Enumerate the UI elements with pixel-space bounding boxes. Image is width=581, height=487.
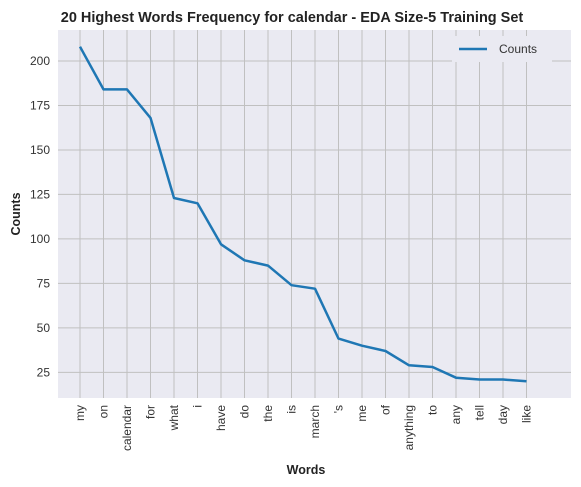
- series-line-counts: [78, 46, 527, 383]
- y-tick-label: 75: [37, 276, 51, 290]
- x-tick-label: the: [261, 405, 275, 422]
- y-tick-label: 25: [37, 365, 51, 379]
- x-tick-label: do: [238, 405, 252, 419]
- y-axis-ticks: 25 50 75 100 125 150 175 200: [30, 54, 50, 379]
- y-tick-label: 50: [37, 321, 51, 335]
- x-tick-label: is: [285, 405, 299, 414]
- x-tick-label: to: [426, 405, 440, 415]
- x-axis-ticks: my on calendar for what i have do the is march 's me…: [73, 404, 534, 451]
- x-tick-label: for: [144, 405, 158, 419]
- x-tick-label: i: [191, 405, 205, 408]
- y-tick-label: 150: [30, 143, 50, 157]
- x-tick-label: me: [355, 405, 369, 422]
- x-tick-label: have: [214, 405, 228, 431]
- x-tick-label: of: [379, 404, 393, 415]
- x-tick-label: 's: [332, 405, 346, 413]
- x-tick-label: day: [496, 405, 510, 424]
- x-tick-label: march: [308, 405, 322, 438]
- y-tick-label: 200: [30, 54, 50, 68]
- x-tick-label: any: [449, 405, 463, 424]
- y-tick-label: 125: [30, 187, 50, 201]
- x-axis-label: Words: [287, 463, 326, 477]
- x-tick-label: anything: [402, 405, 416, 450]
- x-tick-label: tell: [473, 405, 487, 420]
- chart-title: 20 Highest Words Frequency for calendar …: [61, 10, 524, 26]
- x-tick-label: calendar: [120, 405, 134, 451]
- x-tick-label: like: [520, 405, 534, 423]
- y-axis-label: Counts: [9, 192, 23, 235]
- y-tick-label: 175: [30, 98, 50, 112]
- x-tick-label: what: [167, 404, 181, 431]
- x-tick-label: my: [73, 405, 87, 421]
- series-lines: [78, 46, 527, 383]
- legend: Counts: [452, 36, 552, 62]
- y-tick-label: 100: [30, 232, 50, 246]
- x-tick-label: on: [97, 405, 111, 418]
- legend-label: Counts: [499, 42, 537, 56]
